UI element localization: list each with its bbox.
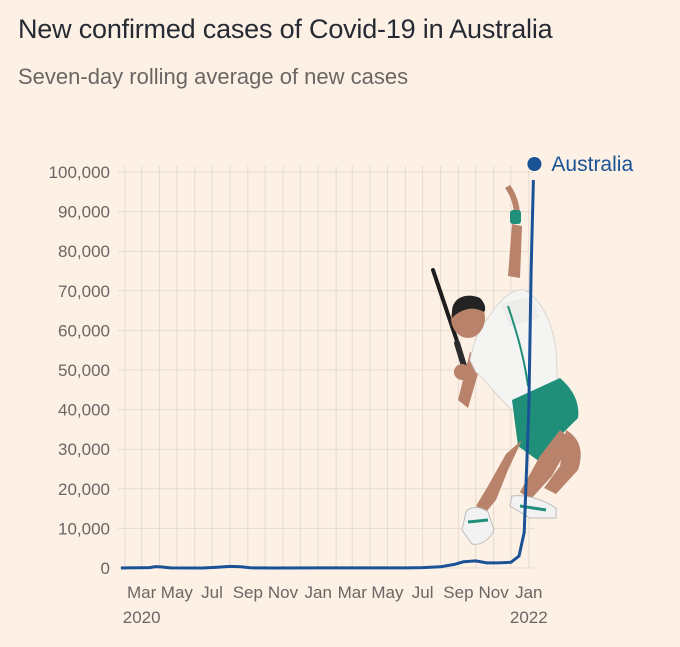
y-tick-label: 10,000 bbox=[58, 519, 110, 538]
x-tick-label: Jul bbox=[201, 583, 223, 602]
x-tick-label: Jan bbox=[304, 583, 331, 602]
y-tick-label: 100,000 bbox=[49, 163, 110, 182]
y-tick-label: 30,000 bbox=[58, 440, 110, 459]
axes: 0 10,000 20,000 30,000 40,000 50,000 60,000 70,… bbox=[49, 163, 548, 627]
grid-lines bbox=[118, 166, 534, 569]
chart-title: New confirmed cases of Covid-19 in Austr… bbox=[18, 14, 553, 44]
series-endpoint-marker bbox=[527, 157, 542, 171]
y-tick-label: 80,000 bbox=[58, 242, 110, 261]
tennis-player-icon bbox=[431, 185, 581, 545]
x-tick-label: Mar bbox=[338, 583, 368, 602]
x-tick-label: Mar bbox=[127, 583, 157, 602]
chart-subtitle: Seven-day rolling average of new cases bbox=[18, 64, 409, 89]
y-tick-label: 40,000 bbox=[58, 401, 110, 420]
x-tick-label: Sep bbox=[443, 583, 473, 602]
x-tick-label: Sep bbox=[233, 583, 263, 602]
x-tick-label: Nov bbox=[478, 583, 509, 602]
y-tick-label: 60,000 bbox=[58, 321, 110, 340]
x-tick-label: Jan bbox=[515, 583, 542, 602]
y-tick-label: 0 bbox=[101, 559, 110, 578]
x-tick-label: May bbox=[161, 583, 194, 602]
x-year-label: 2022 bbox=[510, 608, 548, 627]
y-tick-label: 20,000 bbox=[58, 480, 110, 499]
legend-label-australia: Australia bbox=[551, 153, 633, 176]
y-tick-label: 70,000 bbox=[58, 282, 110, 301]
x-year-label: 2020 bbox=[123, 608, 161, 627]
series-line-australia bbox=[120, 179, 535, 570]
x-tick-label: May bbox=[371, 583, 404, 602]
x-tick-label: Jul bbox=[412, 583, 434, 602]
legend: Australia bbox=[551, 153, 633, 176]
series-layer bbox=[120, 157, 542, 570]
y-tick-label: 90,000 bbox=[58, 203, 110, 222]
y-tick-label: 50,000 bbox=[58, 361, 110, 380]
x-tick-label: Nov bbox=[268, 583, 299, 602]
